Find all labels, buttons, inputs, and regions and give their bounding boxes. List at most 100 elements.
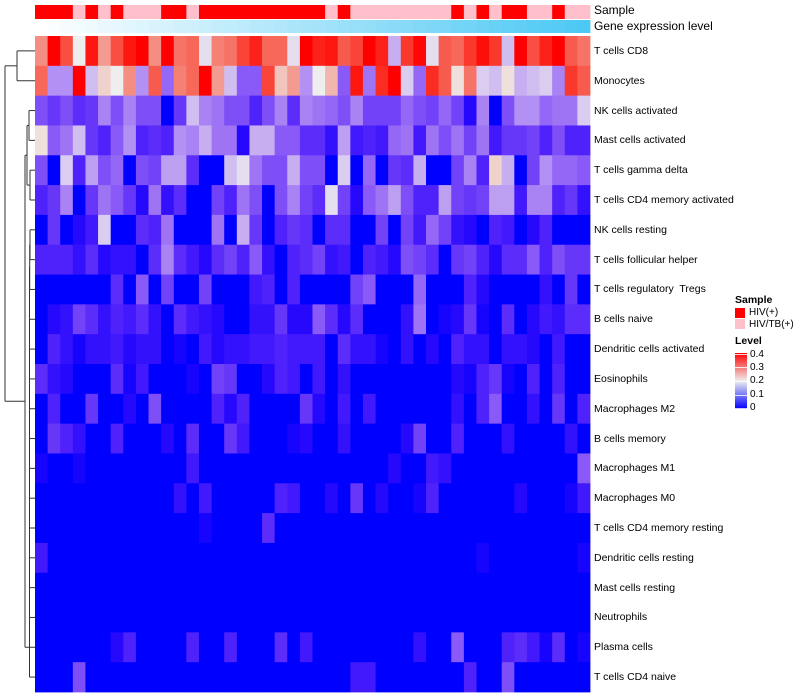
heatmap-cell	[501, 513, 515, 544]
heatmap-cell	[501, 274, 515, 305]
heatmap-cell	[85, 423, 99, 454]
heatmap-cell	[47, 483, 61, 514]
heatmap-cell	[85, 95, 99, 126]
heatmap-cell	[438, 155, 452, 186]
heatmap-cell	[274, 274, 288, 305]
heatmap-cell	[85, 632, 99, 663]
level-tick: 0.3	[750, 362, 764, 373]
heatmap-cell	[274, 542, 288, 574]
heatmap-cell	[211, 304, 225, 335]
heatmap-cell	[35, 513, 49, 544]
heatmap-cell	[476, 364, 490, 395]
heatmap-cell	[173, 125, 187, 156]
heatmap-cell	[476, 572, 490, 603]
heatmap-cell	[72, 214, 86, 246]
heatmap-cell	[98, 423, 112, 454]
sample-annotation-cell	[489, 5, 503, 19]
heatmap-cell	[186, 662, 200, 693]
heatmap-cell	[426, 542, 440, 574]
heatmap-cell	[85, 483, 99, 514]
heatmap-cell	[173, 393, 187, 425]
heatmap-cell	[362, 393, 376, 425]
heatmap-cell	[413, 244, 427, 275]
gene-expression-annotation-cell	[413, 20, 427, 33]
heatmap-cell	[98, 36, 112, 67]
heatmap-cell	[198, 274, 212, 305]
heatmap-cell	[337, 155, 351, 186]
heatmap-cell	[426, 95, 440, 126]
heatmap-cell	[274, 632, 288, 663]
heatmap-cell	[388, 423, 402, 454]
heatmap-cell	[337, 304, 351, 335]
sample-annotation-cell	[47, 5, 61, 19]
heatmap-cell	[312, 65, 326, 97]
heatmap-cell	[476, 632, 490, 663]
heatmap-cell	[211, 155, 225, 186]
heatmap-cell	[236, 513, 250, 544]
heatmap-cell	[262, 334, 276, 365]
sample-annotation-cell	[135, 5, 149, 19]
heatmap-cell	[438, 65, 452, 97]
heatmap-cell	[35, 662, 49, 693]
heatmap-cell	[526, 632, 540, 663]
heatmap-cell	[72, 602, 86, 633]
heatmap-cell	[564, 602, 578, 633]
heatmap-cells	[35, 36, 591, 693]
heatmap-cell	[375, 364, 389, 395]
heatmap-cell	[287, 393, 301, 425]
heatmap-cell	[577, 185, 591, 216]
heatmap-cell	[413, 364, 427, 395]
heatmap-cell	[35, 423, 49, 454]
heatmap-cell	[526, 453, 540, 484]
heatmap-cell	[426, 393, 440, 425]
heatmap-cell	[236, 185, 250, 216]
heatmap-cell	[211, 274, 225, 305]
heatmap-cell	[350, 364, 364, 395]
heatmap-cell	[60, 602, 74, 633]
heatmap-cell	[161, 453, 175, 484]
heatmap-cell	[413, 602, 427, 633]
heatmap-cell	[236, 155, 250, 186]
column-annotations	[35, 5, 591, 33]
heatmap-cell	[463, 453, 477, 484]
heatmap-cell	[85, 155, 99, 186]
heatmap-cell	[577, 304, 591, 335]
heatmap-cell	[501, 185, 515, 216]
heatmap-cell	[312, 423, 326, 454]
heatmap-cell	[35, 602, 49, 633]
heatmap-cell	[388, 542, 402, 574]
heatmap-cell	[426, 304, 440, 335]
heatmap-cell	[337, 423, 351, 454]
heatmap-cell	[110, 185, 124, 216]
heatmap-cell	[123, 662, 137, 693]
heatmap-cell	[489, 95, 503, 126]
heatmap-cell	[60, 453, 74, 484]
heatmap-cell	[539, 304, 553, 335]
heatmap-cell	[413, 214, 427, 246]
heatmap-cell	[35, 185, 49, 216]
row-label: Monocytes	[594, 74, 645, 87]
legend-swatch-hiv	[735, 308, 745, 318]
sample-annotation-cell	[85, 5, 99, 19]
heatmap-cell	[312, 572, 326, 603]
heatmap-cell	[85, 662, 99, 693]
heatmap-cell	[47, 662, 61, 693]
heatmap-cell	[148, 304, 162, 335]
heatmap-cell	[186, 95, 200, 126]
gene-expression-annotation-cell	[539, 20, 553, 33]
heatmap-cell	[539, 453, 553, 484]
heatmap-cell	[526, 423, 540, 454]
heatmap-cell	[47, 36, 61, 67]
heatmap-cell	[60, 274, 74, 305]
heatmap-cell	[400, 393, 414, 425]
heatmap-cell	[375, 513, 389, 544]
heatmap-cell	[60, 95, 74, 126]
heatmap-cell	[60, 334, 74, 365]
heatmap-cell	[400, 364, 414, 395]
heatmap-cell	[224, 423, 238, 454]
sample-annotation-cell	[325, 5, 339, 19]
row-label: T cells CD4 naive	[594, 671, 677, 684]
level-tick: 0	[750, 402, 756, 413]
heatmap-cell	[262, 662, 276, 693]
heatmap-cell	[198, 423, 212, 454]
